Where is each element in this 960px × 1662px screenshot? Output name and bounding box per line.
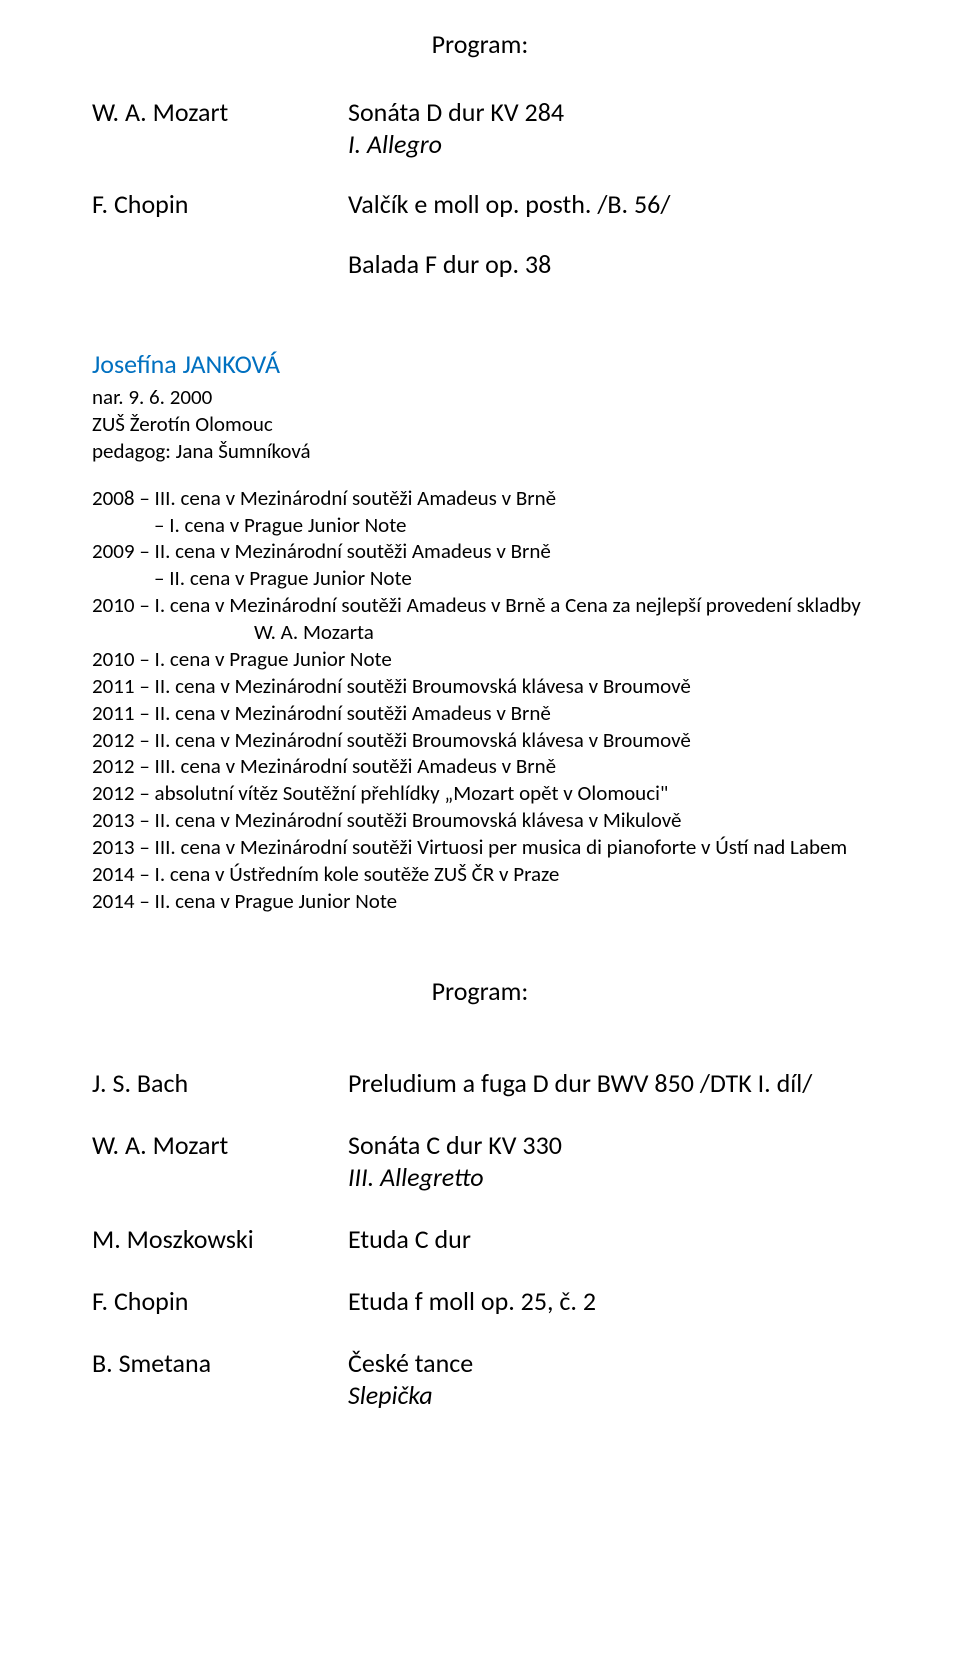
piece-title: Sonáta D dur KV 284 [348, 96, 868, 128]
piece-right: Etuda C dur [348, 1223, 868, 1255]
performer-bio: nar. 9. 6. 2000 ZUŠ Žerotín Olomouc peda… [92, 384, 868, 465]
performer-name: Josefína JANKOVÁ [92, 348, 868, 380]
piece-row: B. SmetanaČeské tanceSlepička [92, 1347, 868, 1411]
piece-right: Preludium a fuga D dur BWV 850 /DTK I. d… [348, 1067, 868, 1099]
piece-right: Valčík e moll op. posth. /B. 56/ [348, 188, 868, 220]
piece-extra: Balada F dur op. 38 [348, 248, 868, 280]
piece-block: F. Chopin Valčík e moll op. posth. /B. 5… [92, 188, 868, 220]
section2-pieces: J. S. BachPreludium a fuga D dur BWV 850… [92, 1067, 868, 1411]
piece-row: W. A. Mozart Sonáta D dur KV 284 I. Alle… [92, 96, 868, 160]
piece-row: M. MoszkowskiEtuda C dur [92, 1223, 868, 1255]
achievement-line: 2013 – III. cena v Mezinárodní soutěži V… [92, 834, 868, 861]
piece-right: Sonáta D dur KV 284 I. Allegro [348, 96, 868, 160]
piece-block: F. ChopinEtuda f moll op. 25, č. 2 [92, 1285, 868, 1317]
piece-composer: W. A. Mozart [92, 96, 348, 160]
piece-right: Etuda f moll op. 25, č. 2 [348, 1285, 868, 1317]
achievement-line: 2012 – absolutní vítěz Soutěžní přehlídk… [92, 780, 868, 807]
piece-row: F. ChopinEtuda f moll op. 25, č. 2 [92, 1285, 868, 1317]
achievement-line: – II. cena v Prague Junior Note [154, 565, 868, 592]
piece-composer: J. S. Bach [92, 1067, 348, 1099]
piece-row: W. A. MozartSonáta C dur KV 330III. Alle… [92, 1129, 868, 1193]
bio-line: ZUŠ Žerotín Olomouc [92, 411, 868, 438]
achievement-line: 2012 – III. cena v Mezinárodní soutěži A… [92, 753, 868, 780]
piece-composer: B. Smetana [92, 1347, 348, 1411]
piece-composer: F. Chopin [92, 188, 348, 220]
piece-block: W. A. MozartSonáta C dur KV 330III. Alle… [92, 1129, 868, 1193]
piece-composer: W. A. Mozart [92, 1129, 348, 1193]
piece-title: Valčík e moll op. posth. /B. 56/ [348, 188, 868, 220]
piece-block: B. SmetanaČeské tanceSlepička [92, 1347, 868, 1411]
bio-line: pedagog: Jana Šumníková [92, 438, 868, 465]
piece-movement: III. Allegretto [348, 1161, 868, 1193]
piece-movement: I. Allegro [348, 128, 868, 160]
achievement-line: 2014 – II. cena v Prague Junior Note [92, 888, 868, 915]
achievements-list: 2008 – III. cena v Mezinárodní soutěži A… [92, 485, 868, 915]
achievement-line: 2010 – I. cena v Prague Junior Note [92, 646, 868, 673]
piece-title: Etuda C dur [348, 1223, 868, 1255]
piece-composer: M. Moszkowski [92, 1223, 348, 1255]
piece-right: Sonáta C dur KV 330III. Allegretto [348, 1129, 868, 1193]
piece-row: F. Chopin Valčík e moll op. posth. /B. 5… [92, 188, 868, 220]
achievement-line: 2009 – II. cena v Mezinárodní soutěži Am… [92, 538, 868, 565]
piece-row: J. S. BachPreludium a fuga D dur BWV 850… [92, 1067, 868, 1099]
piece-block: J. S. BachPreludium a fuga D dur BWV 850… [92, 1067, 868, 1099]
piece-movement: Slepička [348, 1379, 868, 1411]
program-heading-1: Program: [92, 28, 868, 60]
program-heading-2: Program: [92, 975, 868, 1007]
achievement-line: – I. cena v Prague Junior Note [154, 512, 868, 539]
document-page: Program: W. A. Mozart Sonáta D dur KV 28… [0, 0, 960, 1662]
achievement-line: 2011 – II. cena v Mezinárodní soutěži Am… [92, 700, 868, 727]
piece-title: Etuda f moll op. 25, č. 2 [348, 1285, 868, 1317]
bio-line: nar. 9. 6. 2000 [92, 384, 868, 411]
piece-right: České tanceSlepička [348, 1347, 868, 1411]
piece-title: České tance [348, 1347, 868, 1379]
achievement-line: 2008 – III. cena v Mezinárodní soutěži A… [92, 485, 868, 512]
piece-block: W. A. Mozart Sonáta D dur KV 284 I. Alle… [92, 96, 868, 160]
piece-block: M. MoszkowskiEtuda C dur [92, 1223, 868, 1255]
achievement-line: 2012 – II. cena v Mezinárodní soutěži Br… [92, 727, 868, 754]
achievement-line: 2011 – II. cena v Mezinárodní soutěži Br… [92, 673, 868, 700]
achievement-line: W. A. Mozarta [254, 619, 868, 646]
piece-title: Sonáta C dur KV 330 [348, 1129, 868, 1161]
piece-composer: F. Chopin [92, 1285, 348, 1317]
piece-title: Preludium a fuga D dur BWV 850 /DTK I. d… [348, 1067, 868, 1099]
achievement-line: 2010 – I. cena v Mezinárodní soutěži Ama… [92, 592, 868, 619]
achievement-line: 2013 – II. cena v Mezinárodní soutěži Br… [92, 807, 868, 834]
achievement-line: 2014 – I. cena v Ústředním kole soutěže … [92, 861, 868, 888]
